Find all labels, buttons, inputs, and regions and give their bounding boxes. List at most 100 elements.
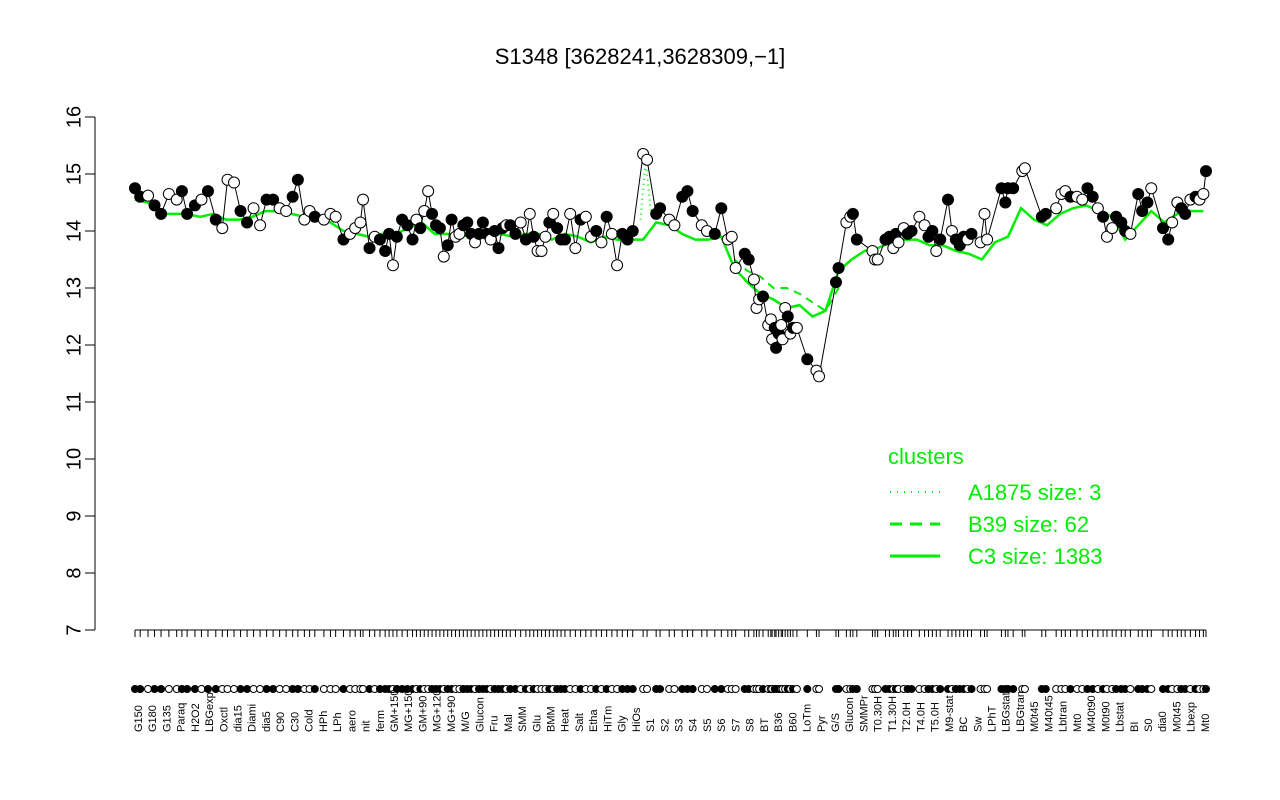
x-rug-point (339, 685, 348, 693)
data-point (930, 244, 943, 257)
x-rug-point (203, 685, 212, 693)
data-point (708, 227, 721, 240)
x-tick-label: B60 (787, 712, 799, 732)
data-point (155, 207, 168, 220)
x-tick-label: Gly (617, 715, 629, 732)
data-point (1132, 187, 1145, 200)
x-axis: G150 G180 G135 Paraq H2O2 LBGexp Oxctl dia15 Dia… (131, 629, 1212, 733)
data-point (564, 207, 577, 220)
x-rug-point (1020, 685, 1029, 693)
x-rug-point (256, 685, 265, 693)
data-point (527, 230, 540, 243)
x-tick-label: dia15 (232, 705, 244, 732)
chart-title: S1348 [3628241,3628309,−1] (495, 44, 786, 69)
x-tick-label: Salt (574, 713, 586, 732)
x-rug-point (190, 685, 199, 693)
data-point (422, 185, 435, 198)
x-rug-point (262, 685, 271, 693)
x-rug-point (834, 685, 843, 693)
x-tick-label: S6 (716, 719, 728, 732)
y-tick-label: 8 (63, 567, 85, 578)
data-point (175, 185, 188, 198)
data-point (142, 189, 155, 202)
x-rug-point (243, 685, 252, 693)
x-tick-label: Lbstat (1115, 702, 1127, 732)
x-rug-point (136, 685, 145, 693)
data-point (1124, 227, 1137, 240)
data-point (668, 219, 681, 232)
x-rug-point (710, 685, 719, 693)
x-tick-label: C90 (275, 712, 287, 732)
data-point (209, 213, 222, 226)
x-tick-label: HiOs (631, 707, 643, 732)
data-point (445, 213, 458, 226)
x-tick-label: MG+120 (432, 690, 444, 733)
data-point (437, 250, 450, 263)
data-point (1166, 216, 1179, 229)
x-tick-label: BMM (545, 706, 557, 732)
x-rug-point (852, 685, 861, 693)
x-tick-label: T0.30H (873, 696, 885, 732)
data-point (523, 207, 536, 220)
data-point (1039, 207, 1052, 220)
series-segment (297, 179, 305, 220)
series-segment (221, 179, 229, 229)
x-tick-label: Diami (247, 704, 259, 732)
data-point (621, 233, 634, 246)
data-point (426, 207, 439, 220)
data-point (386, 259, 399, 272)
y-tick-label: 11 (63, 392, 85, 413)
data-point (1162, 233, 1175, 246)
y-tick-label: 12 (63, 334, 85, 356)
x-tick-label: H2O2 (190, 703, 202, 732)
data-point (871, 253, 884, 266)
data-point (790, 321, 803, 334)
data-point (535, 244, 548, 257)
x-tick-label: LoTm (802, 704, 814, 732)
data-point (832, 262, 845, 275)
data-point (605, 227, 618, 240)
x-rug-point (688, 685, 697, 693)
data-point (390, 230, 403, 243)
data-point (558, 233, 571, 246)
x-rug-point (319, 685, 328, 693)
data-point (363, 242, 376, 255)
x-tick-label: M40t90 (1086, 695, 1098, 732)
y-axis: 7 8 9 10 11 12 13 14 15 16 (63, 106, 96, 636)
x-rug-point (236, 685, 245, 693)
series-segment (1150, 188, 1164, 229)
data-point (539, 230, 552, 243)
x-rug-point (144, 685, 153, 693)
x-tick-label: Glucon (844, 697, 856, 732)
x-tick-label: MG+150 (403, 690, 415, 733)
x-tick-label: Glucon (474, 697, 486, 732)
x-tick-label: S4 (688, 719, 700, 732)
x-tick-label: M9-stat (944, 695, 956, 732)
x-tick-label: dia0 (1157, 711, 1169, 732)
data-point (1091, 202, 1104, 215)
data-point (715, 202, 728, 215)
data-point (850, 233, 863, 246)
x-tick-label: aero (346, 710, 358, 732)
data-point (181, 207, 194, 220)
data-point (551, 222, 564, 235)
x-rug-point (792, 685, 801, 693)
legend-label-a1875: A1875 size: 3 (968, 480, 1101, 505)
x-rug-point (310, 685, 319, 693)
data-point (1141, 196, 1154, 209)
x-rug-point (670, 685, 679, 693)
x-tick-label: Oxctl (218, 707, 230, 732)
data-point (373, 233, 386, 246)
y-tick-label: 14 (63, 220, 85, 242)
data-point (547, 207, 560, 220)
x-tick-label: Lbexp (1186, 702, 1198, 732)
data-point (1086, 190, 1099, 203)
x-tick-label: T5.0H (930, 702, 942, 732)
x-tick-label: HPh (318, 711, 330, 732)
series-segment (646, 159, 657, 214)
x-rug-point (1066, 685, 1075, 693)
x-tick-label: GM+90 (417, 696, 429, 732)
data-point (965, 227, 978, 240)
x-rug-point (211, 685, 220, 693)
data-point (1097, 210, 1110, 223)
